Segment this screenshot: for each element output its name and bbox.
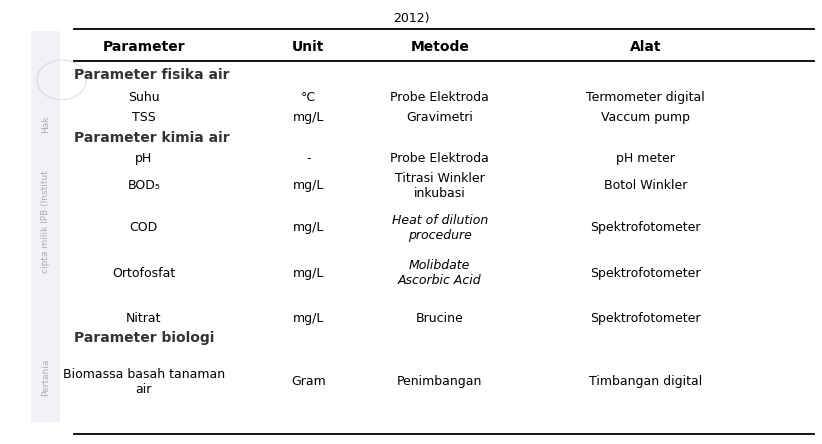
Text: Parameter kimia air: Parameter kimia air [74,131,229,145]
Text: Probe Elektroda: Probe Elektroda [390,91,489,104]
Text: 2012): 2012) [393,12,429,25]
Text: cipta milik IPB (Institut: cipta milik IPB (Institut [41,170,49,274]
Text: mg/L: mg/L [293,312,324,325]
Text: mg/L: mg/L [293,111,324,124]
Text: mg/L: mg/L [293,179,324,192]
Text: Spektrofotometer: Spektrofotometer [590,221,700,234]
Text: Biomassa basah tanaman
air: Biomassa basah tanaman air [62,368,225,396]
Text: Probe Elektroda: Probe Elektroda [390,152,489,166]
Text: TSS: TSS [132,111,155,124]
Text: Botol Winkler: Botol Winkler [603,179,687,192]
Text: Titrasi Winkler
inkubasi: Titrasi Winkler inkubasi [395,171,485,200]
Text: Molibdate
Ascorbic Acid: Molibdate Ascorbic Acid [398,259,482,287]
Text: Parameter fisika air: Parameter fisika air [74,68,229,83]
Text: mg/L: mg/L [293,221,324,234]
Text: Metode: Metode [410,40,469,54]
Text: BOD₅: BOD₅ [127,179,160,192]
Text: Timbangan digital: Timbangan digital [589,375,702,388]
Text: Hak: Hak [41,115,49,133]
Bar [31,31,60,422]
Text: Alat: Alat [630,40,661,54]
Text: °C: °C [301,91,316,104]
Text: Spektrofotometer: Spektrofotometer [590,266,700,280]
Text: Gravimetri: Gravimetri [406,111,473,124]
Text: Vaccum pump: Vaccum pump [601,111,690,124]
Text: mg/L: mg/L [293,266,324,280]
Text: Brucine: Brucine [416,312,464,325]
Text: pH: pH [136,152,152,166]
Text: pH meter: pH meter [616,152,675,166]
Text: Parameter biologi: Parameter biologi [74,331,215,345]
Text: Gram: Gram [291,375,326,388]
Text: COD: COD [130,221,158,234]
Text: -: - [306,152,311,166]
Text: Spektrofotometer: Spektrofotometer [590,312,700,325]
Text: Suhu: Suhu [128,91,159,104]
Text: Termometer digital: Termometer digital [586,91,704,104]
Text: Parameter: Parameter [103,40,185,54]
Text: Heat of dilution
procedure: Heat of dilution procedure [391,214,488,242]
Text: Ortofosfat: Ortofosfat [113,266,175,280]
Text: Penimbangan: Penimbangan [397,375,483,388]
Text: Pertania: Pertania [41,359,49,396]
Text: Unit: Unit [292,40,325,54]
Text: Nitrat: Nitrat [126,312,162,325]
